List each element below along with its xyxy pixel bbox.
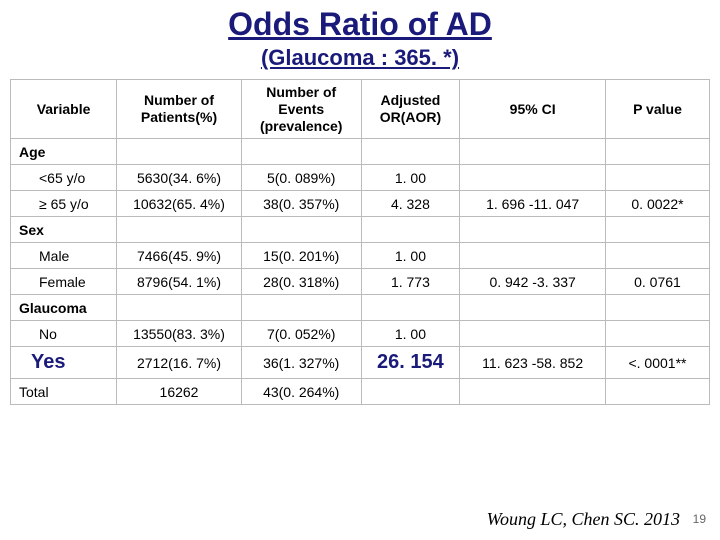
cell-patients: 13550(83. 3%) — [117, 321, 242, 347]
row-label-yes: Yes — [11, 347, 117, 379]
table-row: <65 y/o 5630(34. 6%) 5(0. 089%) 1. 00 — [11, 165, 710, 191]
cell-patients: 8796(54. 1%) — [117, 269, 242, 295]
cell-patients: 2712(16. 7%) — [117, 347, 242, 379]
cell-patients: 10632(65. 4%) — [117, 191, 242, 217]
cell-aor: 1. 00 — [361, 321, 460, 347]
group-row-sex: Sex — [11, 217, 710, 243]
cell-aor: 1. 00 — [361, 243, 460, 269]
cell-ci: 1. 696 -11. 047 — [460, 191, 606, 217]
header-row: Variable Number of Patients(%) Number of… — [11, 80, 710, 139]
odds-ratio-table: Variable Number of Patients(%) Number of… — [10, 79, 710, 405]
glaucoma-label: Glaucoma — [11, 295, 117, 321]
slide-title: Odds Ratio of AD — [0, 0, 720, 43]
cell-ci: 11. 623 -58. 852 — [460, 347, 606, 379]
table-row: ≥ 65 y/o 10632(65. 4%) 38(0. 357%) 4. 32… — [11, 191, 710, 217]
row-label: No — [11, 321, 117, 347]
cell-events: 7(0. 052%) — [241, 321, 361, 347]
cell-patients: 16262 — [117, 379, 242, 405]
cell-ci — [460, 165, 606, 191]
cell-events: 38(0. 357%) — [241, 191, 361, 217]
col-ci: 95% CI — [460, 80, 606, 139]
cell-pvalue: 0. 0761 — [605, 269, 709, 295]
cell-aor: 1. 00 — [361, 165, 460, 191]
cell-pvalue — [605, 165, 709, 191]
cell-events: 5(0. 089%) — [241, 165, 361, 191]
col-variable: Variable — [11, 80, 117, 139]
cell-aor: 4. 328 — [361, 191, 460, 217]
cell-ci — [460, 321, 606, 347]
cell-aor: 1. 773 — [361, 269, 460, 295]
total-label: Total — [11, 379, 117, 405]
citation-text: Woung LC, Chen SC. 2013 — [487, 509, 680, 530]
cell-events: 28(0. 318%) — [241, 269, 361, 295]
col-pvalue: P value — [605, 80, 709, 139]
table-row: Male 7466(45. 9%) 15(0. 201%) 1. 00 — [11, 243, 710, 269]
col-events: Number of Events (prevalence) — [241, 80, 361, 139]
cell-events: 15(0. 201%) — [241, 243, 361, 269]
cell-ci: 0. 942 -3. 337 — [460, 269, 606, 295]
table-row: Female 8796(54. 1%) 28(0. 318%) 1. 773 0… — [11, 269, 710, 295]
row-label: <65 y/o — [11, 165, 117, 191]
sex-label: Sex — [11, 217, 117, 243]
table-row: No 13550(83. 3%) 7(0. 052%) 1. 00 — [11, 321, 710, 347]
cell-pvalue — [605, 321, 709, 347]
cell-pvalue: 0. 0022* — [605, 191, 709, 217]
slide-number: 19 — [693, 512, 706, 526]
group-row-age: Age — [11, 139, 710, 165]
cell-events: 36(1. 327%) — [241, 347, 361, 379]
cell-patients: 7466(45. 9%) — [117, 243, 242, 269]
cell-pvalue: <. 0001** — [605, 347, 709, 379]
col-patients: Number of Patients(%) — [117, 80, 242, 139]
row-label: ≥ 65 y/o — [11, 191, 117, 217]
cell-pvalue — [605, 243, 709, 269]
table-row-yes: Yes 2712(16. 7%) 36(1. 327%) 26. 154 11.… — [11, 347, 710, 379]
row-label: Female — [11, 269, 117, 295]
group-row-glaucoma: Glaucoma — [11, 295, 710, 321]
cell-ci — [460, 243, 606, 269]
cell-aor-yes: 26. 154 — [361, 347, 460, 379]
col-aor: Adjusted OR(AOR) — [361, 80, 460, 139]
cell-events: 43(0. 264%) — [241, 379, 361, 405]
cell-patients: 5630(34. 6%) — [117, 165, 242, 191]
row-label: Male — [11, 243, 117, 269]
slide-subtitle: (Glaucoma : 365. *) — [0, 45, 720, 71]
age-label: Age — [11, 139, 117, 165]
total-row: Total 16262 43(0. 264%) — [11, 379, 710, 405]
